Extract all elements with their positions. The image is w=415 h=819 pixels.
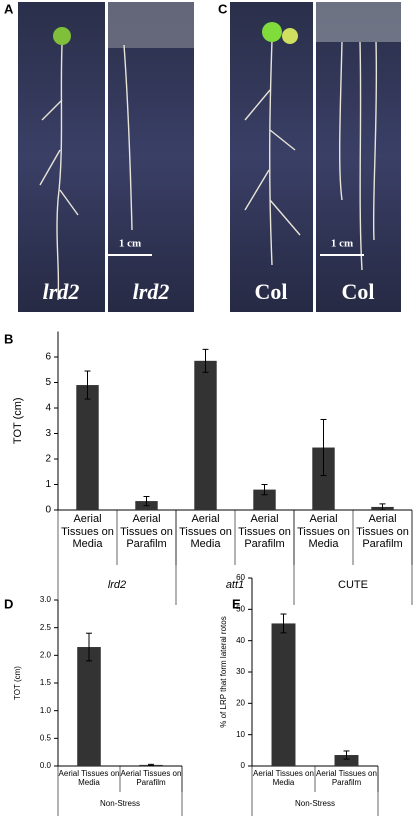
photo-label: lrd2 [43,279,80,304]
photo-panels: A C 1 cm 1 cm lrd2 lrd2 Col Col [4,1,401,312]
group-label: Non-Stress [100,799,140,808]
y-tick-label: 0 [241,761,246,770]
bar [76,385,99,510]
panel-letter: C [218,1,228,16]
bar [334,755,359,766]
x-tick-label: Aerial Tissues on Parafilm [120,769,182,788]
x-tick-label: Aerial Tissues on Media [253,769,314,788]
y-axis-label: % of LRP that form lateral rotos [219,616,228,727]
x-tick-label: Aerial Tissues on Parafilm [238,513,291,551]
x-tick-label: Aerial Tissues on Media [58,769,120,788]
group-label: CUTE [338,579,368,591]
category-label-box: Aerial Tissues on Media [61,513,114,551]
y-tick-label: 40 [236,636,245,645]
x-tick-label: Aerial Tissues on Parafilm [356,513,409,551]
roots [39,39,378,301]
group-label: att1 [226,579,244,591]
x-tick-label: Aerial Tissues on Media [179,513,232,551]
y-tick-label: 10 [236,730,245,739]
category-label-box: Aerial Tissues on Parafilm [316,769,377,788]
y-tick-label: 1 [45,479,51,490]
x-tick-label: Aerial Tissues on Media [61,513,114,551]
group-label: Non-Stress [295,799,335,808]
photo [108,2,194,312]
panel-letter: A [4,1,14,16]
bar [253,489,276,510]
x-tick-label: Aerial Tissues on Parafilm [316,769,377,788]
bar [77,647,101,766]
category-label-box: Aerial Tissues on Parafilm [120,769,182,788]
y-tick-label: 2.0 [40,650,52,659]
y-tick-label: 5 [45,377,51,388]
scale-label: 1 cm [119,238,141,250]
x-tick-label: Aerial Tissues on Media [297,513,350,551]
y-tick-label: 50 [236,604,245,613]
y-tick-label: 4 [45,403,51,414]
photo-top [108,2,194,48]
y-tick-label: 60 [236,573,245,582]
photo-top [316,2,401,42]
x-tick-label: Aerial Tissues on Parafilm [120,513,173,551]
leaf [262,22,282,42]
y-tick-label: 6 [45,352,51,363]
y-tick-label: 3.0 [40,595,52,604]
y-tick-label: 0 [45,505,51,516]
panel-letter: B [4,331,13,346]
category-label-box: Aerial Tissues on Media [253,769,314,788]
leaf [282,28,298,44]
group-label: lrd2 [108,579,126,591]
y-tick-label: 1.0 [40,706,52,715]
photo [316,2,401,312]
category-label-box: Aerial Tissues on Media [179,513,232,551]
bar [271,623,296,766]
y-tick-label: 20 [236,698,245,707]
y-tick-label: 3 [45,428,51,439]
y-tick-label: 1.5 [40,678,52,687]
y-tick-label: 2 [45,454,51,465]
category-label-box: Aerial Tissues on Parafilm [238,513,291,551]
photo-label: Col [255,279,288,304]
panel-letter: E [232,596,241,611]
y-tick-label: 0.0 [40,761,52,770]
y-tick-label: 30 [236,667,245,676]
category-label-box: Aerial Tissues on Parafilm [120,513,173,551]
category-label-box: Aerial Tissues on Media [58,769,120,788]
photo-label: Col [342,279,375,304]
photo-label: lrd2 [133,279,170,304]
category-label-box: Aerial Tissues on Media [297,513,350,551]
y-tick-label: 0.5 [40,733,52,742]
bar [194,360,217,510]
leaf [53,27,71,45]
panel-letter: D [4,596,13,611]
y-tick-label: 2.5 [40,623,52,632]
category-label-box: Aerial Tissues on Parafilm [356,513,409,551]
scale-label: 1 cm [331,238,353,250]
y-axis-label: TOT (cm) [12,397,24,444]
y-axis-label: TOT (cm) [13,666,22,700]
bar [312,447,335,510]
